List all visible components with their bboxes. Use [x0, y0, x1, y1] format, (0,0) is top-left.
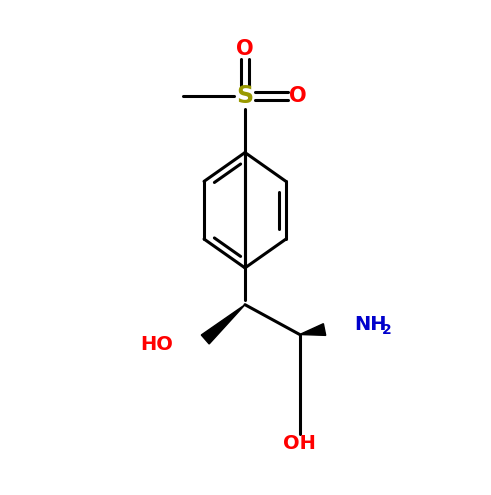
Text: HO: HO	[140, 335, 173, 354]
Text: NH: NH	[355, 315, 387, 334]
Polygon shape	[201, 305, 245, 344]
Text: O: O	[236, 39, 254, 59]
Polygon shape	[300, 324, 326, 336]
Text: 2: 2	[382, 323, 392, 337]
Text: S: S	[237, 84, 253, 108]
Text: OH: OH	[283, 435, 316, 453]
Text: O: O	[289, 86, 306, 106]
